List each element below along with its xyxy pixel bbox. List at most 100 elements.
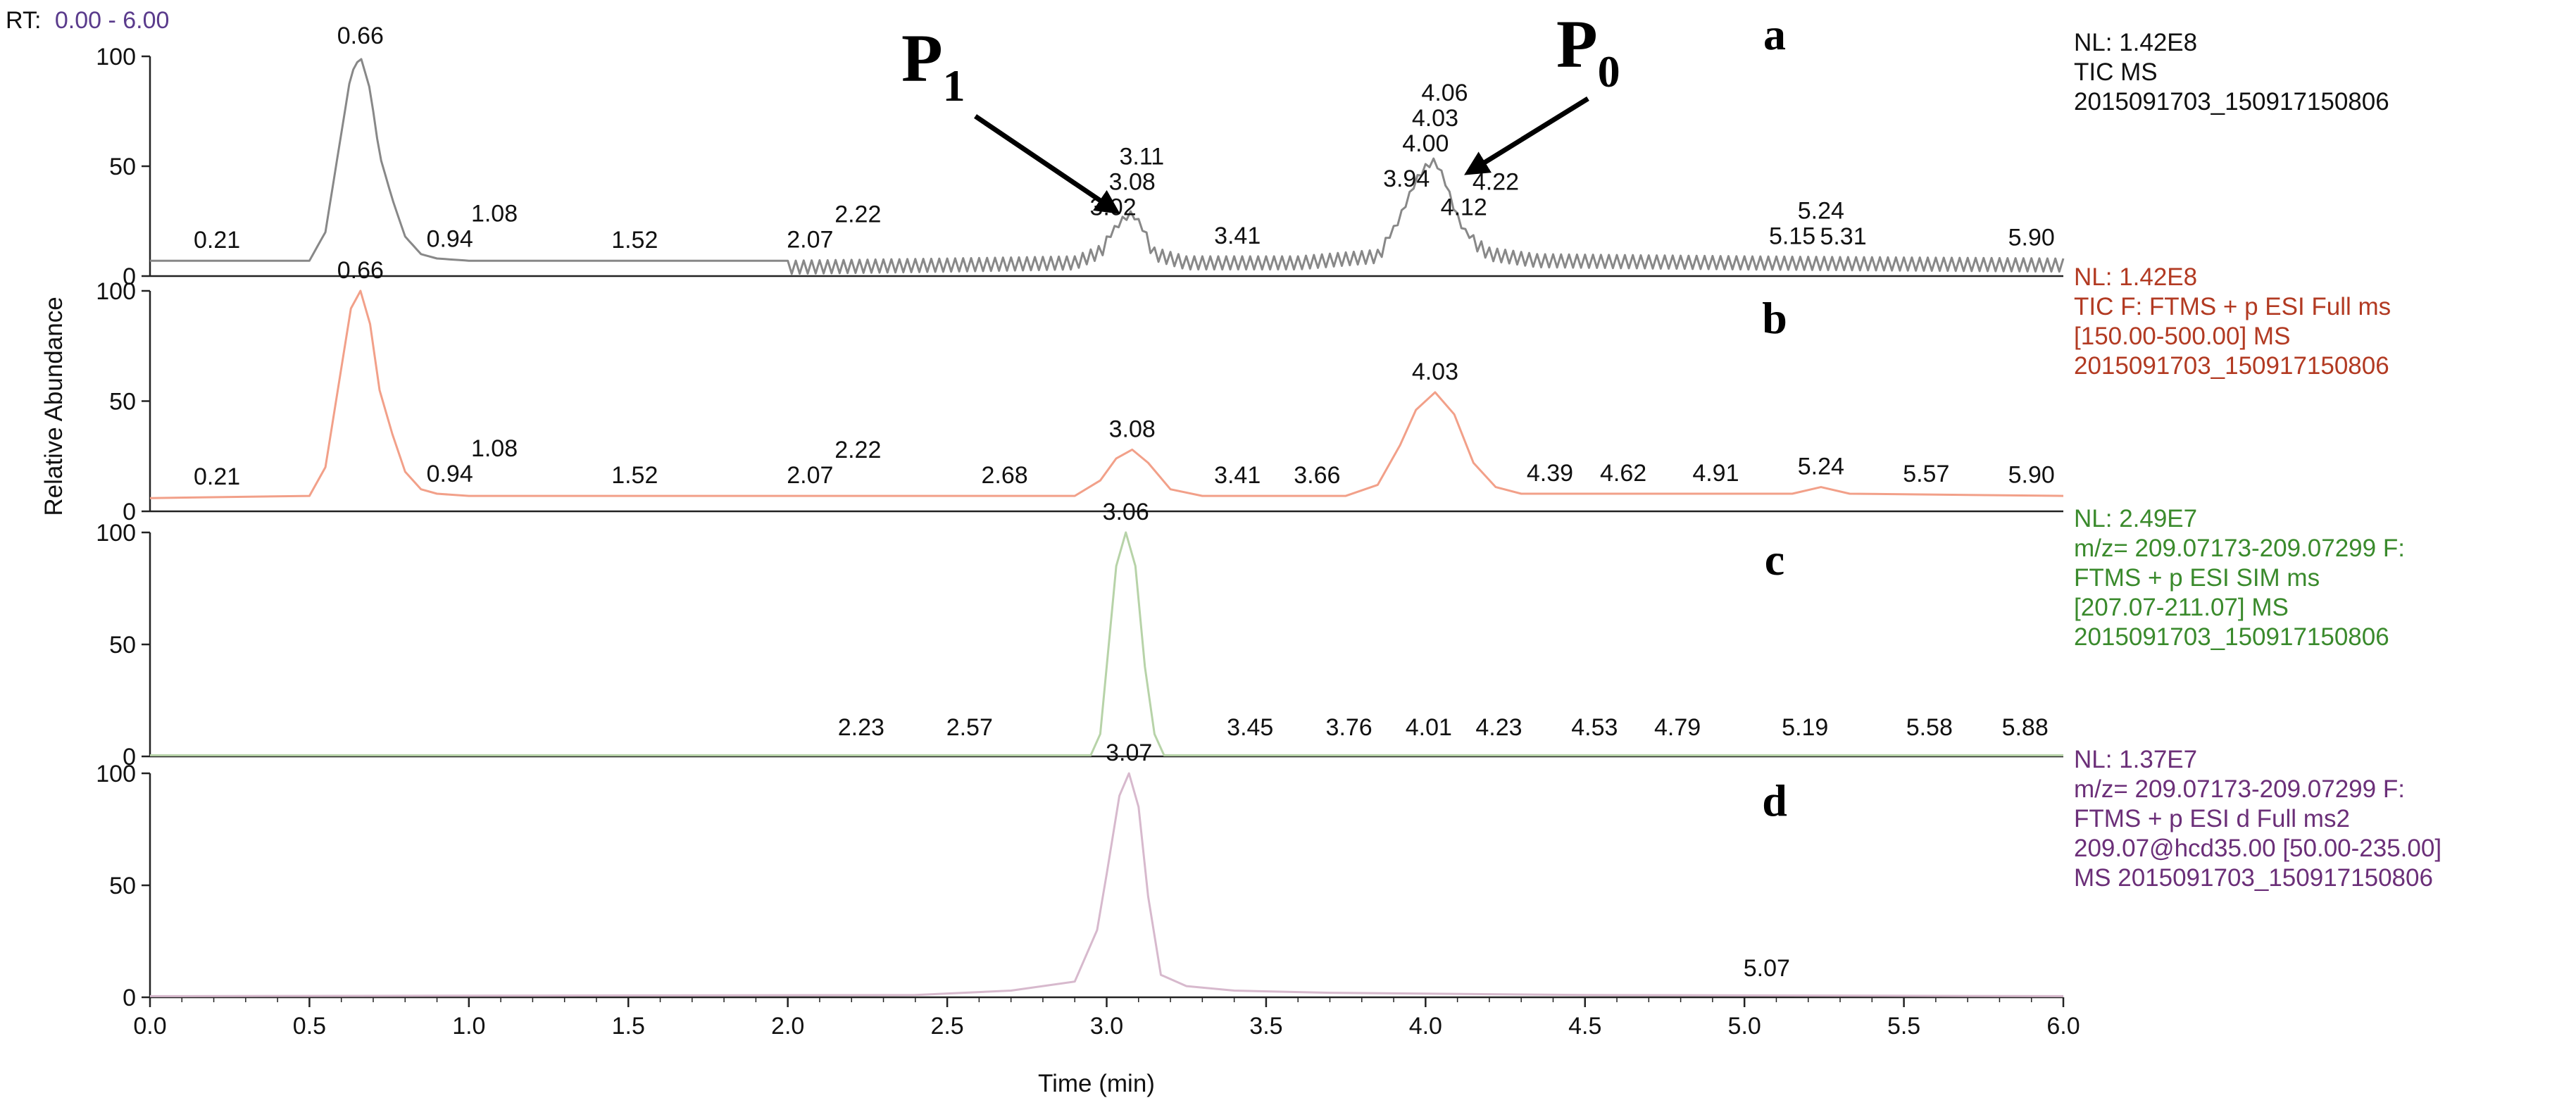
panel-c: 0 50 100 2.23 2.57 3.06 3.45 3.76 4.01 4.23 4.53 4.… [96,499,2405,771]
y-tick-label: 100 [96,278,136,305]
peak-label: 0.21 [194,463,240,490]
x-tick-label: 5.5 [1887,1013,1920,1040]
trace-b [149,289,2064,499]
x-tick-label: 5.0 [1728,1013,1761,1040]
peak-label: 3.66 [1294,462,1340,489]
x-tick-label: 3.0 [1090,1013,1123,1040]
y-tick-label: 0 [123,263,136,290]
x-tick-label: 0.0 [133,1013,166,1040]
peak-label: 5.58 [1906,714,1953,741]
peak-label: 1.52 [611,227,658,254]
peak-label: 1.52 [611,462,658,489]
rt-prefix: RT: [6,7,41,34]
panel-info-line: TIC MS [2074,58,2158,86]
peak-label: 3.41 [1214,462,1261,489]
y-tick-label: 100 [96,44,136,70]
peak-label: 2.23 [838,714,884,741]
trace-c [150,531,2063,756]
y-tick-label: 100 [96,520,136,547]
peak-label: 4.23 [1475,714,1522,741]
chromatogram-panels: 0501000.210.660.941.081.522.072.223.023.… [96,9,2441,1011]
panel-info-line: FTMS + p ESI d Full ms2 [2074,805,2350,832]
panel-info-line: MS 2015091703_150917150806 [2074,864,2433,892]
rt-range-value: 0.00 - 6.00 [55,7,170,34]
peak-label: 4.12 [1441,194,1487,220]
peak-label: 3.41 [1214,223,1261,249]
peak-label: 0.66 [337,23,384,49]
peak-label: 5.31 [1820,223,1866,250]
peak-annotation-P1: P1 [901,20,965,111]
panel-info-line: 2015091703_150917150806 [2074,88,2389,116]
panel-letter: a [1763,9,1786,59]
panel-info-line: [207.07-211.07] MS [2074,594,2289,621]
peak-label: 5.15 [1769,223,1815,249]
peak-label: 2.22 [834,201,881,228]
peak-label: 3.11 [1119,143,1164,170]
peak-label: 4.03 [1412,105,1458,132]
panel-a: 0501000.210.660.941.081.522.072.223.023.… [96,9,2389,290]
peak-label: 4.03 [1412,358,1458,385]
panel-info-line: NL: 1.42E8 [2074,263,2197,291]
panel-letter: c [1765,535,1784,585]
peak-label: 1.08 [471,435,518,462]
panel-info-line: [150.00-500.00] MS [2074,323,2290,350]
y-tick-label: 0 [123,744,136,771]
peak-label: 2.57 [946,714,993,741]
peak-label: 1.08 [471,200,518,227]
x-tick-label: 6.0 [2046,1013,2080,1040]
peak-label: 5.07 [1744,955,1790,982]
peak-label: 0.66 [337,257,384,284]
peak-label: 4.79 [1654,714,1701,741]
peak-label: 5.57 [1903,461,1949,487]
peak-label: 5.19 [1782,714,1828,741]
y-tick-label: 50 [109,873,136,899]
panel-info-line: NL: 1.42E8 [2074,29,2197,56]
peak-label: 4.06 [1421,80,1468,106]
peak-label: 4.62 [1600,460,1646,487]
annotation-arrow [974,114,1120,214]
y-tick-label: 0 [123,985,136,1011]
peak-label: 3.94 [1383,166,1430,192]
peak-label: 2.07 [787,227,833,254]
peak-annotation-P0: P0 [1556,6,1620,96]
x-tick-label: 2.0 [771,1013,804,1040]
x-tick-label: 3.5 [1249,1013,1282,1040]
peak-label: 0.94 [427,225,473,252]
annotation-arrow [1464,96,1589,175]
panel-info-line: 2015091703_150917150806 [2074,623,2389,651]
panel-info-line: TIC F: FTMS + p ESI Full ms [2074,293,2391,320]
peak-label: 5.24 [1798,197,1844,224]
x-tick-label: 1.0 [452,1013,485,1040]
x-tick-label: 1.5 [612,1013,645,1040]
trace-d [149,772,2064,997]
peak-label: 3.07 [1106,740,1152,766]
panel-b: 0 50 100 0.21 0.66 0.941.08 1.52 2.072.22 2.68 3.… [96,257,2391,525]
peak-label: 4.00 [1402,130,1449,157]
rt-range-label: RT: 0.00 - 6.00 [6,7,169,34]
panel-info-line: m/z= 209.07173-209.07299 F: [2074,775,2405,803]
time-axis: 0.0 0.5 1.0 1.5 2.0 2.5 3.0 3.5 4.0 4.5 5.0 5.5 6.0 [133,997,2080,1040]
panel-letter: d [1762,775,1787,825]
trace-a [150,58,2065,275]
panel-info-line: NL: 2.49E7 [2074,505,2197,532]
peak-label: 4.53 [1571,714,1618,741]
peak-label: 0.94 [427,461,473,487]
peak-label: 4.22 [1473,168,1519,195]
panel-info-line: 2015091703_150917150806 [2074,352,2389,380]
y-tick-label: 50 [109,154,136,180]
peak-label: 2.07 [787,462,833,489]
x-tick-label: 4.5 [1568,1013,1601,1040]
y-tick-label: 50 [109,389,136,416]
x-tick-label: 0.5 [293,1013,326,1040]
peak-label: 5.90 [2008,462,2055,489]
peak-label: 3.08 [1109,416,1156,442]
panel-info-line: NL: 1.37E7 [2074,746,2197,773]
peak-label: 5.90 [2008,225,2055,251]
panel-info-line: m/z= 209.07173-209.07299 F: [2074,535,2405,562]
x-axis-title: Time (min) [1038,1070,1155,1097]
peak-label: 3.45 [1227,714,1273,741]
peak-label: 4.01 [1406,714,1452,741]
peak-label: 3.08 [1109,168,1156,195]
x-tick-label: 4.0 [1409,1013,1442,1040]
